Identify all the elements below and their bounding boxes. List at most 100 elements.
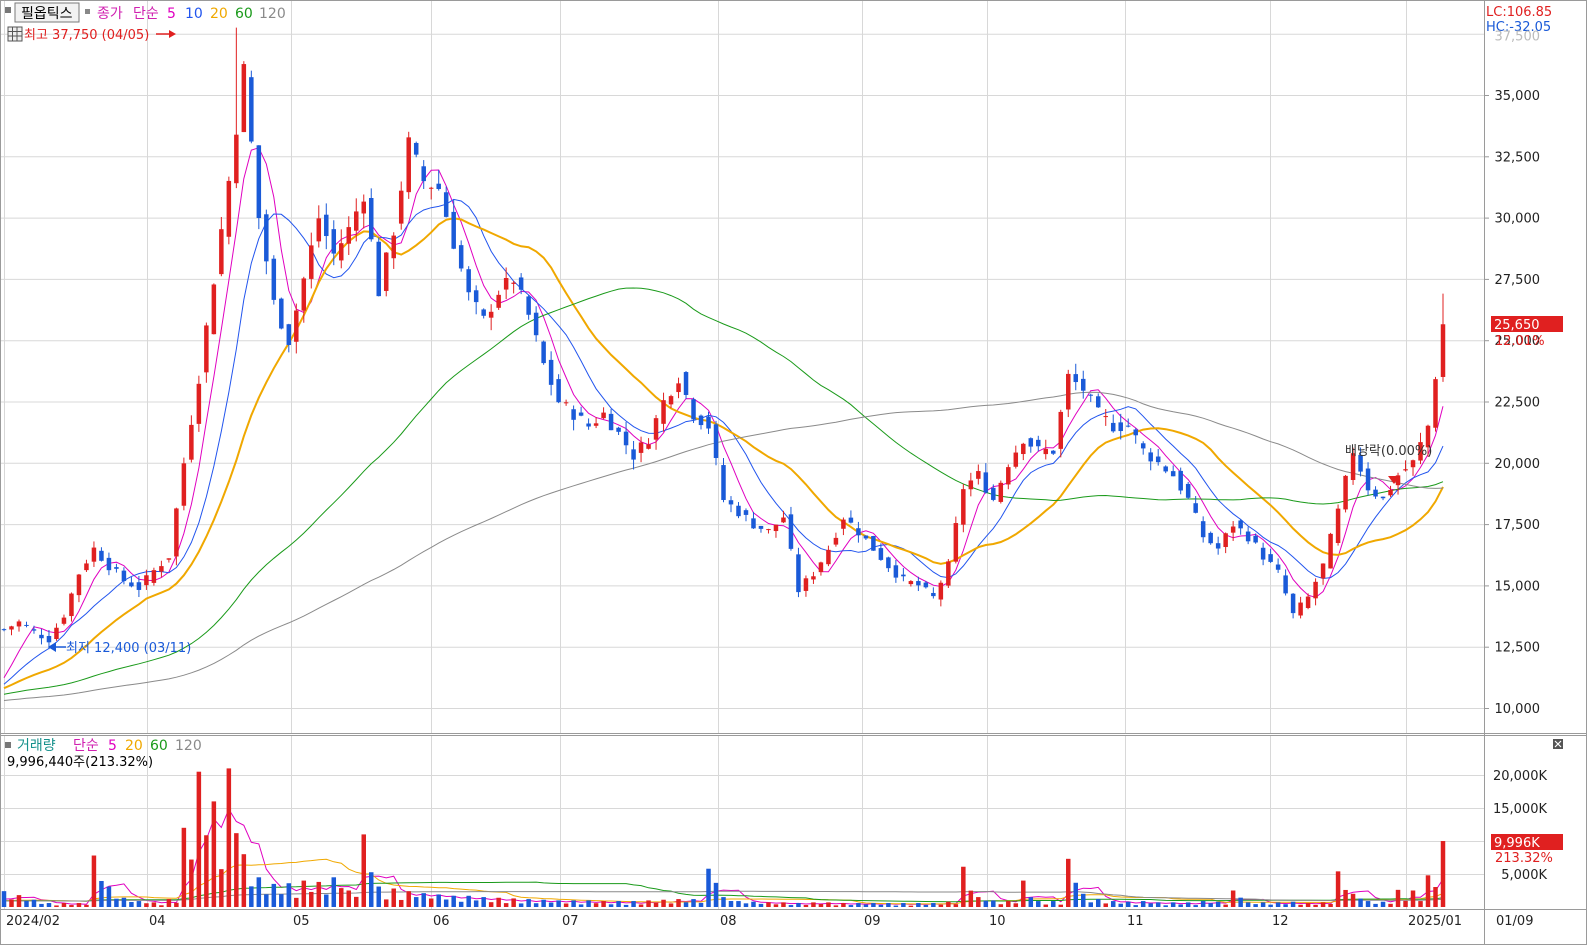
volume-bar xyxy=(1328,904,1333,907)
ma-period-5[interactable]: 5 xyxy=(167,6,176,22)
high-arrow-icon xyxy=(156,30,176,38)
volume-bar xyxy=(833,905,839,907)
candle-body xyxy=(548,359,554,385)
volume-bar xyxy=(1185,902,1191,907)
candle-body xyxy=(39,634,44,639)
candle-body xyxy=(1148,452,1153,462)
volume-ma-period-120[interactable]: 120 xyxy=(175,738,202,754)
volume-ma-period-60[interactable]: 60 xyxy=(150,738,168,754)
candle-body xyxy=(1178,470,1183,491)
low-price-annotation: 최저 12,400 (03/11) xyxy=(66,641,191,656)
volume-bar xyxy=(1403,900,1408,907)
candle-body xyxy=(1021,443,1026,455)
candle-body xyxy=(443,192,449,217)
volume-bar xyxy=(451,895,456,907)
volume-bar xyxy=(1051,901,1056,907)
volume-ma-type-label: 단순 xyxy=(73,738,99,754)
candle-body xyxy=(121,570,127,582)
ma-type-label: 단순 xyxy=(133,6,159,22)
candle-body xyxy=(61,617,67,624)
table-icon[interactable] xyxy=(7,26,23,42)
candle-body xyxy=(91,547,97,562)
candle-body xyxy=(279,298,284,329)
price-pane-menu-icon[interactable] xyxy=(5,7,11,13)
volume-bar xyxy=(383,899,389,907)
volume-bar xyxy=(1021,880,1026,907)
time-tick-label: 08 xyxy=(720,914,737,929)
volume-bar xyxy=(788,905,794,907)
volume-bar xyxy=(331,877,337,907)
candle-body xyxy=(698,415,704,426)
candle-body xyxy=(204,325,209,373)
ma-period-120[interactable]: 120 xyxy=(259,6,286,22)
volume-bar xyxy=(781,902,786,907)
volume-bar xyxy=(316,881,322,907)
candle-body xyxy=(1275,564,1281,570)
volume-bar xyxy=(166,899,172,907)
volume-current-text: 9,996,440주(213.32%) xyxy=(7,755,153,770)
volume-bar xyxy=(586,900,591,907)
candle-body xyxy=(818,562,824,573)
candle-body xyxy=(84,563,89,571)
candle-body xyxy=(563,402,569,404)
volume-pane-menu-icon[interactable] xyxy=(5,742,11,748)
volume-bar xyxy=(1043,904,1049,907)
candle-body xyxy=(1006,467,1011,485)
pane-close-icon[interactable] xyxy=(1553,739,1563,749)
candle-body xyxy=(144,575,149,586)
volume-ma-period-20[interactable]: 20 xyxy=(125,738,143,754)
candle-body xyxy=(518,277,524,290)
candle-body xyxy=(668,396,674,405)
candle-body xyxy=(331,229,337,254)
candle-body xyxy=(578,412,584,416)
volume-bar xyxy=(151,902,157,907)
candle-body xyxy=(226,180,232,237)
volume-bar xyxy=(204,835,209,907)
volume-bar xyxy=(908,905,914,907)
candlestick-series xyxy=(1,27,1446,650)
candle-body xyxy=(346,227,352,244)
candle-body xyxy=(368,197,374,240)
volume-bar xyxy=(1006,901,1011,907)
price-tick-label: 10,000 xyxy=(1495,702,1541,717)
ma-period-10[interactable]: 10 xyxy=(185,6,203,22)
candle-body xyxy=(129,582,134,587)
volume-bar xyxy=(773,904,779,907)
volume-bar xyxy=(31,899,37,907)
ma-line-60 xyxy=(3,287,1444,695)
volume-bar xyxy=(1305,903,1311,907)
volume-bar xyxy=(503,903,509,907)
candle-body xyxy=(796,554,801,593)
volume-bar xyxy=(174,902,179,907)
ma-period-20[interactable]: 20 xyxy=(210,6,228,22)
volume-ma-period-5[interactable]: 5 xyxy=(108,738,117,754)
volume-bar xyxy=(1073,882,1079,907)
volume-bar xyxy=(1103,903,1108,907)
stock-name-box[interactable] xyxy=(14,2,80,23)
volume-bar xyxy=(541,899,546,907)
volume-bar xyxy=(1066,858,1071,907)
volume-bar xyxy=(1350,893,1356,907)
volume-bar xyxy=(953,904,959,907)
ma-period-60[interactable]: 60 xyxy=(235,6,253,22)
candle-body xyxy=(181,463,187,506)
price-tick-label: 35,000 xyxy=(1495,89,1541,104)
candle-body xyxy=(398,190,404,224)
candle-body xyxy=(1343,475,1348,510)
candle-body xyxy=(1440,324,1446,377)
volume-bar xyxy=(1140,901,1146,907)
volume-bar xyxy=(653,902,659,907)
volume-bar xyxy=(84,904,89,907)
price-tick-label: 17,500 xyxy=(1495,518,1541,533)
time-tick-label: 01/09 xyxy=(1496,914,1533,929)
candle-body xyxy=(428,187,434,189)
ma-line-20 xyxy=(3,217,1444,690)
candle-body xyxy=(189,424,194,460)
candle-body xyxy=(264,214,269,262)
candle-body xyxy=(241,64,247,133)
volume-bar xyxy=(1,891,7,907)
volume-bar xyxy=(976,897,981,907)
volume-bar xyxy=(1433,887,1438,907)
